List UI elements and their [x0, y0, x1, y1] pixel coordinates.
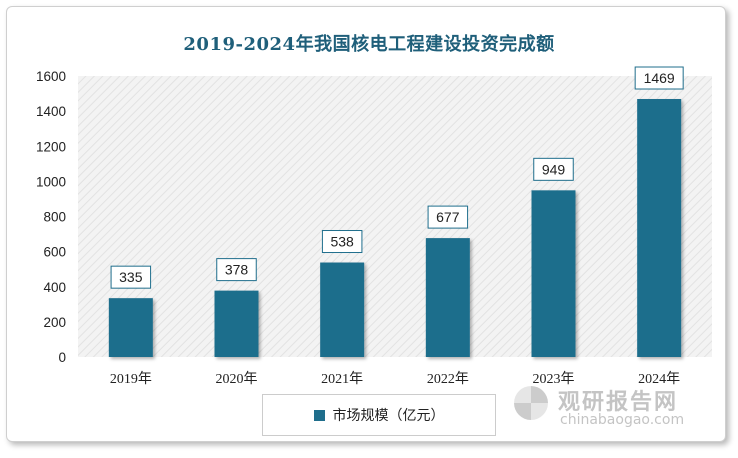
x-category-label: 2019年: [110, 371, 152, 387]
x-category-label: 2024年: [638, 371, 680, 387]
data-label: 677: [436, 209, 460, 225]
bar: [108, 298, 153, 357]
legend-label: 市场规模（亿元）: [332, 408, 445, 424]
legend-swatch: [313, 409, 325, 421]
x-category-label: 2021年: [321, 371, 363, 387]
data-label: 1469: [644, 70, 675, 86]
bar: [637, 99, 682, 358]
data-label-box: [634, 66, 684, 90]
watermark: 观研报告网 chinabaogao.com: [514, 382, 704, 432]
y-tick-label: 1600: [36, 69, 66, 84]
watermark-cn-text: 观研报告网: [558, 390, 679, 415]
bar: [531, 190, 576, 357]
y-tick-label: 800: [43, 210, 66, 225]
bar: [214, 290, 259, 357]
bar: [320, 262, 365, 357]
y-tick-label: 1000: [36, 174, 66, 189]
data-label-box: [216, 258, 257, 282]
legend: 市场规模（亿元）: [262, 394, 496, 436]
x-category-label: 2023年: [533, 371, 575, 387]
data-label-box: [533, 157, 574, 181]
data-label: 949: [542, 161, 566, 177]
data-label-box: [110, 265, 152, 289]
x-category-label: 2020年: [216, 371, 258, 387]
y-tick-label: 1400: [36, 104, 66, 119]
data-label-box: [321, 230, 363, 254]
y-tick-label: 200: [43, 315, 66, 330]
watermark-en-text: chinabaogao.com: [560, 412, 685, 428]
data-label-box: [427, 205, 469, 229]
x-category-label: 2022年: [427, 371, 469, 387]
data-label: 538: [330, 234, 354, 250]
bar: [425, 238, 470, 357]
watermark-logo-icon: [514, 386, 548, 420]
plot-area: [78, 76, 712, 357]
chart-title: 2019-2024年我国核电工程建设投资完成额: [183, 34, 555, 55]
y-tick-label: 1200: [36, 139, 66, 154]
y-tick-label: 400: [43, 280, 66, 295]
data-label: 378: [225, 262, 249, 278]
y-tick-label: 600: [43, 245, 66, 260]
data-label: 335: [119, 269, 143, 285]
y-tick-label: 0: [58, 350, 66, 365]
